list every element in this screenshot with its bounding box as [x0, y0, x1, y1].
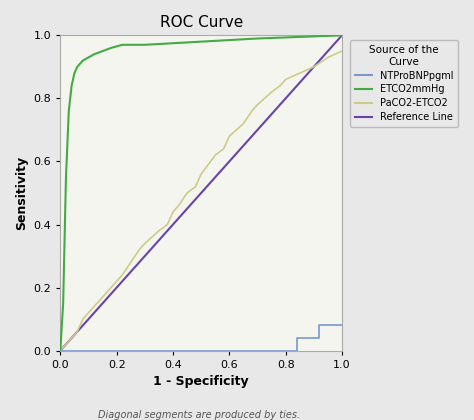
- Y-axis label: Sensitivity: Sensitivity: [15, 156, 28, 230]
- X-axis label: 1 - Specificity: 1 - Specificity: [153, 375, 249, 388]
- Title: ROC Curve: ROC Curve: [160, 15, 243, 30]
- Legend: NTProBNPpgml, ETCO2mmHg, PaCO2-ETCO2, Reference Line: NTProBNPpgml, ETCO2mmHg, PaCO2-ETCO2, Re…: [350, 40, 458, 127]
- Text: Diagonal segments are produced by ties.: Diagonal segments are produced by ties.: [98, 410, 300, 420]
